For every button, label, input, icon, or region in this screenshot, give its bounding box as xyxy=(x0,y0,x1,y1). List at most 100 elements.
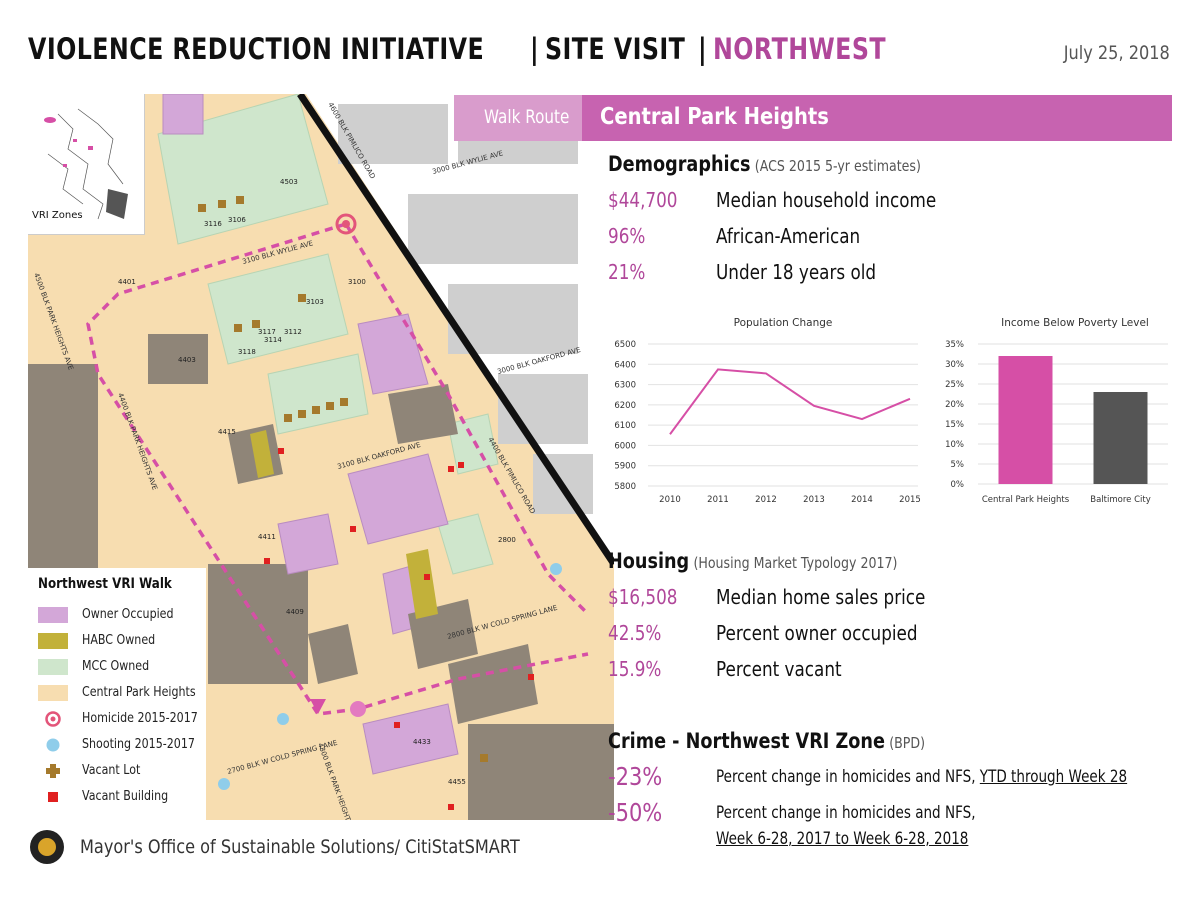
housing-heading: Housing xyxy=(608,549,690,573)
legend-swatch xyxy=(38,607,68,623)
legend-title: Northwest VRI Walk xyxy=(38,576,172,592)
map-canvas: 3000 BLK WYLIE AVE 3100 BLK WYLIE AVE 30… xyxy=(28,94,614,820)
shooting-icon xyxy=(46,738,60,752)
legend-label: MCC Owned xyxy=(82,658,150,674)
legend-item-owner-occupied: Owner Occupied xyxy=(34,604,204,626)
legend-item-habc-owned: HABC Owned xyxy=(34,630,204,652)
y-tick-label: 6200 xyxy=(614,401,636,411)
site-banner: Walk Route Central Park Heights xyxy=(454,95,1172,141)
legend-label: HABC Owned xyxy=(82,632,156,648)
lot-label: 3114 xyxy=(264,336,282,344)
population-change-chart: Population Change 5800 5900 6000 6100 6200 630… xyxy=(614,317,921,505)
housing-heading-row: Housing (Housing Market Typology 2017) xyxy=(608,549,897,573)
y-tick-label: 30% xyxy=(945,360,964,370)
y-tick-label: 6000 xyxy=(614,441,636,451)
header-title-part: VIOLENCE REDUCTION INITIATIVE xyxy=(28,32,485,66)
y-tick-label: 5800 xyxy=(614,482,636,492)
y-tick-label: 15% xyxy=(945,420,964,430)
crime-label: Percent change in homicides and NFS, xyxy=(716,803,976,822)
homicide-icon xyxy=(45,711,61,727)
lot-label: 3116 xyxy=(204,220,222,228)
demographic-value: $44,700 xyxy=(608,188,678,212)
legend-item-mcc-owned: MCC Owned xyxy=(34,656,204,678)
legend-swatch xyxy=(38,685,68,701)
walk-route-tab: Walk Route xyxy=(454,95,582,141)
chart-title: Income Below Poverty Level xyxy=(1001,317,1149,329)
header-date: July 25, 2018 xyxy=(1063,42,1170,64)
y-tick-label: 6400 xyxy=(614,360,636,370)
neighborhood-title: Central Park Heights xyxy=(600,104,829,130)
x-tick-label: 2014 xyxy=(851,495,873,505)
vacant-building-icon xyxy=(48,792,58,802)
housing-source: (Housing Market Typology 2017) xyxy=(693,554,898,572)
header-region: NORTHWEST xyxy=(713,32,887,66)
legend-label: Owner Occupied xyxy=(82,606,174,622)
y-tick-label: 10% xyxy=(945,440,964,450)
crime-label-text: Percent change in homicides and NFS, xyxy=(716,767,980,786)
walk-route-label: Walk Route xyxy=(484,106,570,128)
x-category-label: Central Park Heights xyxy=(982,495,1070,505)
lot-label: 4415 xyxy=(218,428,236,436)
housing-label: Median home sales price xyxy=(716,585,926,609)
demographic-label: Under 18 years old xyxy=(716,260,877,284)
y-tick-label: 5% xyxy=(951,460,965,470)
lot-label: 3100 xyxy=(348,278,366,286)
lot-label: 3103 xyxy=(306,298,324,306)
legend-label: Central Park Heights xyxy=(82,684,196,700)
crime-source: (BPD) xyxy=(889,734,925,752)
y-tick-label: 5900 xyxy=(614,462,636,472)
map-legend: Northwest VRI Walk Owner Occupied HABC O… xyxy=(28,568,206,820)
housing-label: Percent vacant xyxy=(716,657,842,681)
vri-zones-inset-map: VRI Zones xyxy=(28,94,145,235)
y-tick-label: 25% xyxy=(945,380,964,390)
demographics-heading-row: Demographics (ACS 2015 5-yr estimates) xyxy=(608,152,921,176)
crime-heading: Crime - Northwest VRI Zone xyxy=(608,729,885,753)
x-tick-label: 2010 xyxy=(659,495,681,505)
lot-label: 3112 xyxy=(284,328,302,336)
lot-label: 3118 xyxy=(238,348,256,356)
demographic-value: 96% xyxy=(608,224,646,248)
legend-swatch xyxy=(38,633,68,649)
chart-title: Population Change xyxy=(734,317,833,329)
lot-label: 3117 xyxy=(258,328,276,336)
legend-label: Vacant Building xyxy=(82,788,169,804)
population-series-line xyxy=(669,368,911,435)
housing-value: 15.9% xyxy=(608,657,662,681)
legend-label: Shooting 2015-2017 xyxy=(82,736,195,752)
demographic-label: Median household income xyxy=(716,188,937,212)
poverty-bar xyxy=(1093,392,1148,484)
inset-map-canvas: VRI Zones xyxy=(32,108,128,221)
lot-label: 4401 xyxy=(118,278,136,286)
legend-item-vacant-building: Vacant Building xyxy=(34,786,204,808)
x-tick-label: 2011 xyxy=(707,495,729,505)
header-separator: | xyxy=(530,32,540,66)
footer-credit: Mayor's Office of Sustainable Solutions/… xyxy=(80,836,520,858)
crime-value: -50% xyxy=(608,798,663,827)
demographic-label: African-American xyxy=(716,224,861,248)
vacant-lot-icon xyxy=(46,764,60,778)
legend-item-central-park-heights: Central Park Heights xyxy=(34,682,204,704)
lot-label: 4503 xyxy=(280,178,298,186)
legend-item-shooting: Shooting 2015-2017 xyxy=(34,734,204,756)
x-category-label: Baltimore City xyxy=(1090,495,1150,505)
inset-label: VRI Zones xyxy=(32,210,83,221)
legend-label: Vacant Lot xyxy=(82,762,141,778)
poverty-level-chart: Income Below Poverty Level 0% 5% 10% 15% 20% 2… xyxy=(945,317,1168,505)
header-separator: | xyxy=(698,32,708,66)
x-tick-label: 2015 xyxy=(899,495,921,505)
city-seal-icon xyxy=(30,830,64,864)
legend-label: Homicide 2015-2017 xyxy=(82,710,198,726)
demographics-heading: Demographics xyxy=(608,152,751,176)
y-tick-label: 20% xyxy=(945,400,964,410)
crime-heading-row: Crime - Northwest VRI Zone (BPD) xyxy=(608,729,925,753)
demographic-value: 21% xyxy=(608,260,646,284)
x-tick-label: 2012 xyxy=(755,495,777,505)
lot-label: 4433 xyxy=(413,738,431,746)
y-tick-label: 0% xyxy=(951,480,965,490)
y-tick-label: 6500 xyxy=(614,340,636,350)
x-tick-label: 2013 xyxy=(803,495,825,505)
crime-label: Percent change in homicides and NFS, YTD… xyxy=(716,767,1127,786)
y-tick-label: 6100 xyxy=(614,421,636,431)
page-header: VIOLENCE REDUCTION INITIATIVE | SITE VISIT… xyxy=(28,32,924,76)
lot-label: 4455 xyxy=(448,778,466,786)
